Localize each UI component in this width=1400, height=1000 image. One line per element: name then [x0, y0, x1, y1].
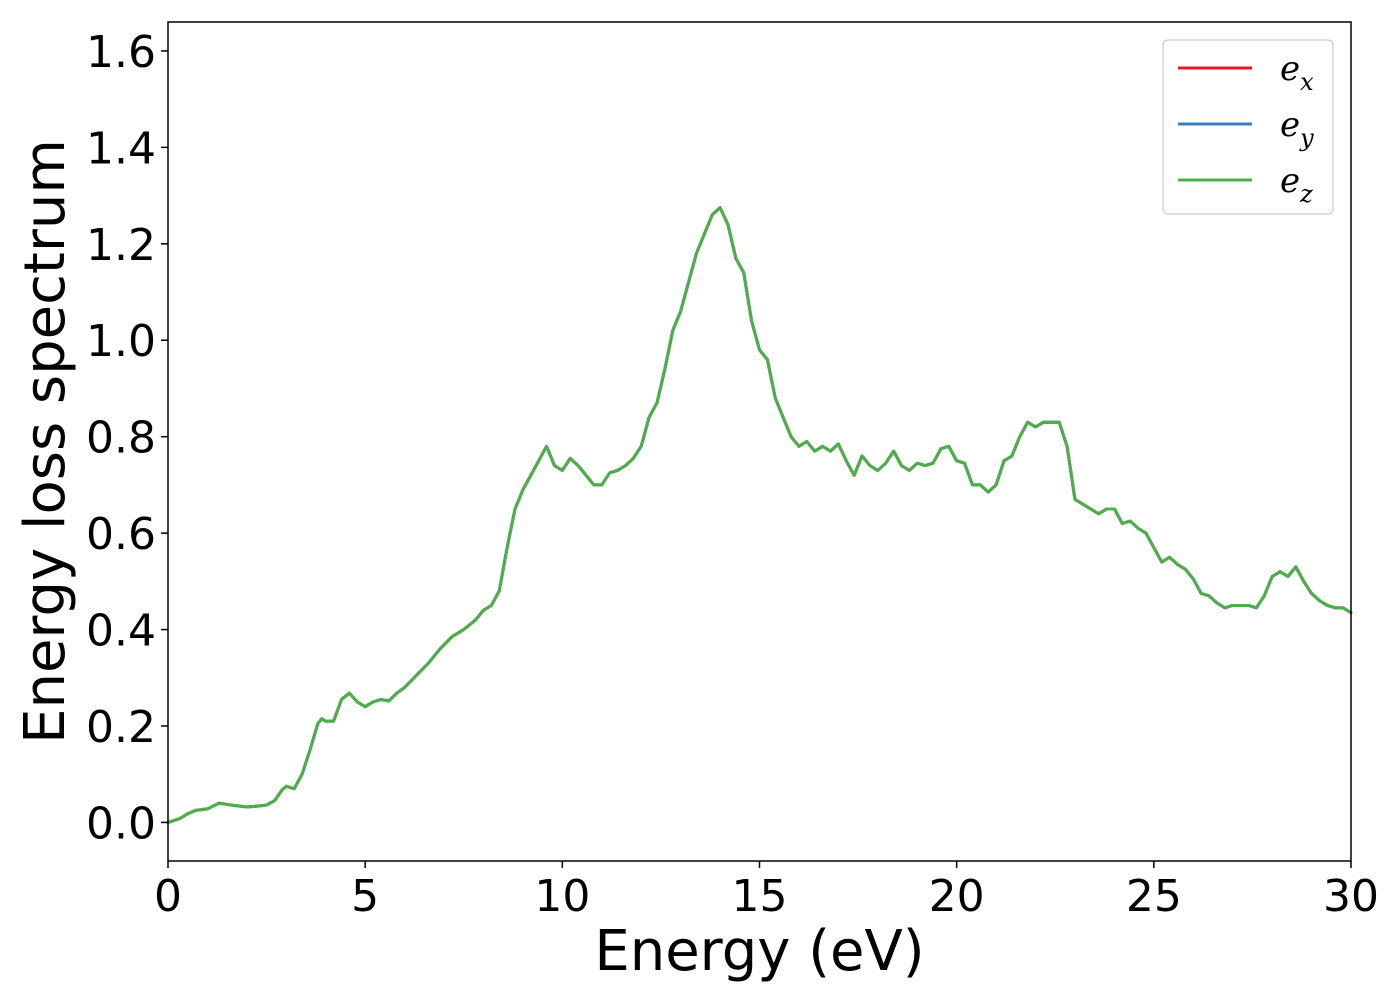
x-tick-label: 10 [534, 871, 590, 922]
y-tick-label: 1.6 [86, 27, 156, 78]
x-tick-label: 5 [351, 871, 379, 922]
y-tick-label: 0.2 [86, 702, 156, 753]
y-tick-label: 1.2 [86, 220, 156, 271]
y-axis-ticks: 0.0 0.2 0.4 0.6 0.8 1.0 1.2 1.4 1.6 [86, 27, 168, 849]
series-line-e-z [166, 206, 1353, 824]
series-layer [166, 206, 1353, 824]
y-tick-label: 1.0 [86, 316, 156, 367]
x-tick-label: 15 [732, 871, 788, 922]
x-axis-ticks: 0 5 10 15 20 25 30 [154, 861, 1379, 922]
x-axis-label: Energy (eV) [594, 919, 924, 984]
legend-label-ey: ey [1280, 105, 1314, 152]
x-tick-label: 30 [1323, 871, 1379, 922]
y-tick-label: 0.6 [86, 509, 156, 560]
plot-background [168, 22, 1351, 861]
x-tick-label: 0 [154, 871, 182, 922]
x-tick-label: 20 [929, 871, 985, 922]
y-tick-label: 0.4 [86, 606, 156, 657]
y-tick-label: 0.8 [86, 413, 156, 464]
y-axis-label: Energy loss spectrum [13, 139, 78, 744]
y-tick-label: 1.4 [86, 123, 156, 174]
legend-box [1162, 39, 1334, 215]
y-tick-label: 0.0 [86, 798, 156, 849]
x-tick-label: 25 [1126, 871, 1182, 922]
